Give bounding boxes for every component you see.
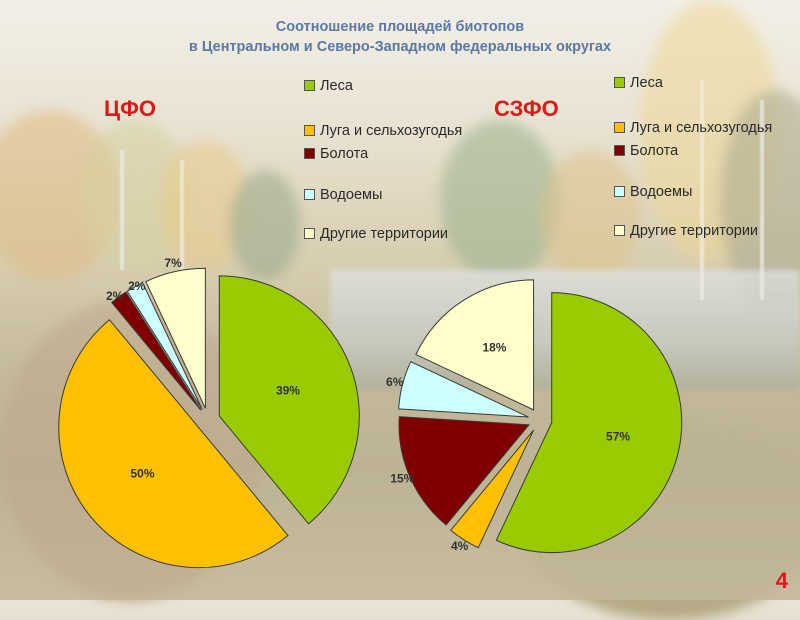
szfo-region-label: СЗФО (494, 96, 559, 121)
pie-data-label: 18% (482, 340, 506, 354)
legend-cfo: Леса Луга и сельхозугодья Болота Водоемы Дру… (304, 77, 479, 243)
legend-item: Леса (614, 74, 789, 92)
legend-item: Луга и сельхозугодья (614, 119, 789, 137)
legend-swatch (614, 186, 625, 197)
pie-slice (415, 279, 535, 411)
pie-data-label: 7% (164, 256, 182, 270)
pie-data-label: 39% (276, 383, 300, 397)
pie-slice (126, 282, 203, 410)
pie-slice (218, 275, 360, 525)
pie-data-label: 15% (390, 472, 414, 486)
legend-item: Водоемы (304, 186, 479, 204)
legend-item: Другие территории (304, 225, 479, 243)
pie-slice (450, 429, 535, 549)
legend-label: Леса (630, 75, 663, 91)
legend-swatch (304, 228, 315, 239)
pie-data-label: 6% (386, 375, 404, 389)
legend-item: Болота (614, 142, 789, 160)
legend-swatch (614, 77, 625, 88)
legend-label: Другие территории (320, 226, 449, 242)
legend-swatch (304, 189, 315, 200)
page-number: 4 (775, 568, 788, 593)
legend-swatch (614, 225, 625, 236)
pie-slice (398, 416, 530, 526)
legend-label: Луга и сельхозугодья (630, 120, 773, 136)
pie-slice (398, 360, 529, 418)
legend-swatch (304, 125, 315, 136)
legend-item: Водоемы (614, 183, 789, 201)
pie-data-label: 50% (130, 466, 154, 480)
pie-slice (58, 319, 289, 569)
pie-charts: 39% 50% 2% 2% 7% 57% 4% 15% 6% 18% (58, 256, 683, 569)
legend-swatch (304, 80, 315, 91)
cfo-region-label: ЦФО (104, 96, 156, 121)
pie-data-label: 2% (106, 289, 124, 303)
pie-data-label: 57% (606, 430, 630, 444)
legend-item: Другие территории (614, 222, 789, 240)
pie-data-label: 4% (451, 539, 469, 553)
legend-label: Болота (630, 143, 679, 159)
legend-szfo: Леса Луга и сельхозугодья Болота Водоемы Дру… (614, 74, 789, 240)
legend-label: Другие территории (630, 223, 759, 239)
legend-label: Водоемы (630, 184, 693, 200)
pie-data-label: 2% (128, 279, 146, 293)
legend-item: Леса (304, 77, 479, 95)
pie-slice (495, 292, 683, 554)
pie-cfo: 39% 50% 2% 2% 7% (58, 256, 360, 569)
legend-swatch (614, 122, 625, 133)
legend-item: Болота (304, 145, 479, 163)
pie-szfo: 57% 4% 15% 6% 18% (386, 279, 683, 554)
pie-slice (145, 267, 206, 409)
legend-label: Леса (320, 78, 353, 94)
legend-swatch (304, 148, 315, 159)
slide-title-line2: в Центральном и Северо-Западном федераль… (188, 39, 612, 55)
legend-label: Болота (320, 146, 369, 162)
legend-label: Луга и сельхозугодья (320, 123, 463, 139)
pie-slice (111, 291, 202, 411)
legend-swatch (614, 145, 625, 156)
slide-title-line1: Соотношение площадей биотопов (275, 19, 525, 35)
legend-item: Луга и сельхозугодья (304, 122, 479, 140)
legend-label: Водоемы (320, 187, 383, 203)
